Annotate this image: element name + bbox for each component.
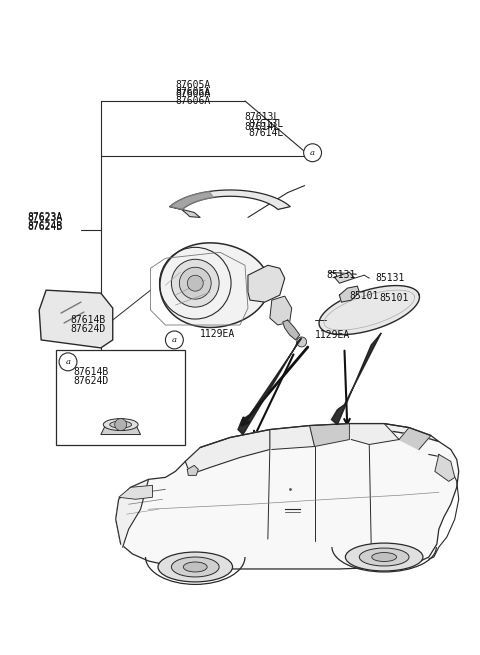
- Text: 87614B: 87614B: [73, 367, 108, 377]
- Polygon shape: [185, 430, 270, 474]
- Polygon shape: [349, 424, 399, 445]
- Text: 87614L: 87614L: [245, 122, 280, 132]
- Text: a: a: [172, 336, 177, 344]
- Text: 85131: 85131: [375, 273, 405, 283]
- Text: 1129EA: 1129EA: [199, 329, 235, 339]
- Polygon shape: [270, 296, 292, 325]
- Ellipse shape: [171, 557, 219, 577]
- Polygon shape: [170, 191, 214, 210]
- Ellipse shape: [183, 562, 207, 572]
- Polygon shape: [39, 290, 113, 348]
- Text: 87624B: 87624B: [28, 221, 63, 231]
- Ellipse shape: [360, 548, 409, 566]
- Circle shape: [304, 144, 322, 162]
- Text: 85101: 85101: [350, 291, 379, 301]
- Circle shape: [171, 259, 219, 307]
- Text: 85101: 85101: [379, 293, 408, 303]
- Circle shape: [297, 337, 307, 347]
- Text: 87613L: 87613L: [245, 113, 280, 122]
- Text: 87624D: 87624D: [71, 324, 106, 334]
- Polygon shape: [185, 424, 439, 461]
- Text: 87614L: 87614L: [248, 128, 283, 138]
- Polygon shape: [116, 479, 148, 547]
- Ellipse shape: [346, 543, 423, 571]
- Polygon shape: [170, 206, 200, 217]
- Text: 87624B: 87624B: [27, 223, 62, 233]
- Text: 87606A: 87606A: [175, 96, 211, 106]
- Text: 87613L: 87613L: [248, 119, 283, 129]
- Text: 87623A: 87623A: [28, 212, 63, 221]
- Polygon shape: [238, 338, 301, 434]
- Polygon shape: [187, 466, 198, 476]
- Text: 87614B: 87614B: [71, 314, 106, 325]
- Polygon shape: [310, 424, 349, 447]
- Polygon shape: [160, 243, 269, 328]
- Polygon shape: [435, 455, 455, 481]
- Polygon shape: [339, 286, 360, 302]
- Ellipse shape: [372, 553, 396, 561]
- Circle shape: [187, 275, 203, 291]
- FancyBboxPatch shape: [56, 350, 185, 445]
- Circle shape: [115, 419, 127, 430]
- Polygon shape: [248, 265, 285, 302]
- Circle shape: [180, 267, 211, 299]
- Polygon shape: [116, 430, 459, 569]
- Polygon shape: [101, 424, 141, 434]
- Text: 87624D: 87624D: [73, 376, 108, 386]
- Text: 87605A: 87605A: [176, 80, 211, 90]
- Text: 85131: 85131: [326, 271, 355, 280]
- Text: a: a: [310, 149, 315, 157]
- Text: 1129EA: 1129EA: [314, 330, 350, 340]
- Ellipse shape: [103, 419, 138, 430]
- Polygon shape: [332, 333, 381, 424]
- Text: 87623A: 87623A: [27, 214, 62, 223]
- Text: 87606A: 87606A: [176, 89, 211, 99]
- Polygon shape: [319, 286, 420, 335]
- Polygon shape: [399, 428, 431, 449]
- Circle shape: [166, 331, 183, 349]
- Polygon shape: [270, 426, 314, 449]
- Polygon shape: [283, 320, 300, 340]
- Ellipse shape: [158, 552, 232, 582]
- Polygon shape: [170, 190, 290, 210]
- Ellipse shape: [110, 421, 132, 428]
- Text: 87605A: 87605A: [175, 87, 211, 97]
- Text: a: a: [65, 358, 71, 366]
- Polygon shape: [335, 272, 354, 283]
- Polygon shape: [119, 485, 153, 499]
- Circle shape: [59, 353, 77, 371]
